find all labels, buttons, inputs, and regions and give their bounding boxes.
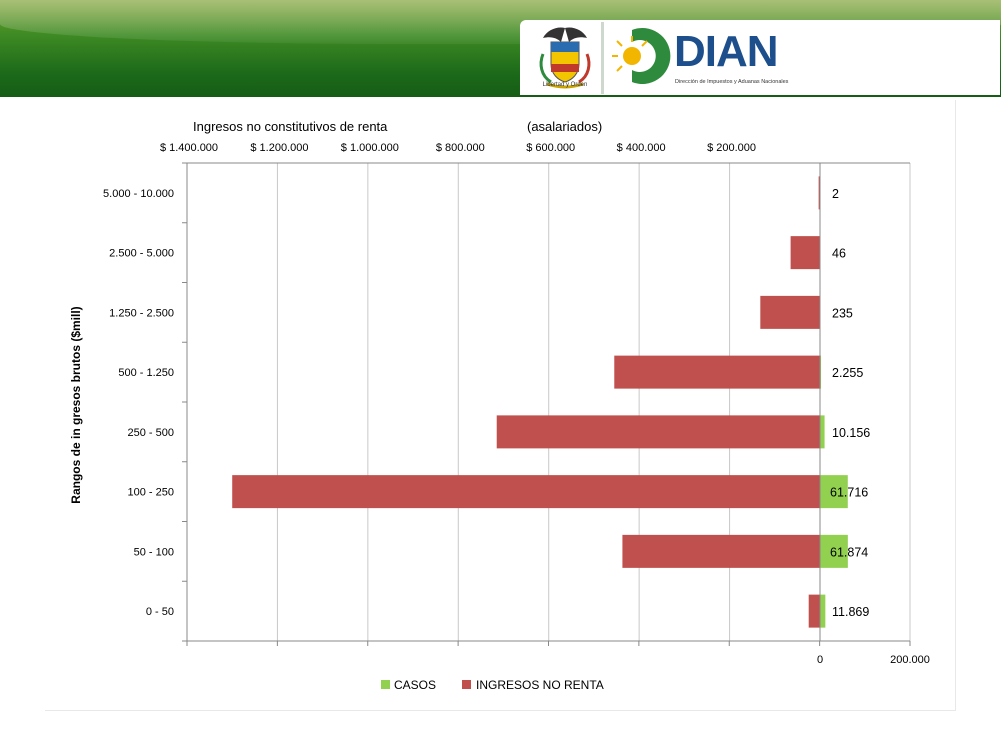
data-label: 2.255 [832, 366, 863, 380]
top-tick-label: $ 1.400.000 [160, 142, 218, 154]
colombia-crest-icon [539, 27, 591, 89]
bottom-tick-label: 200.000 [890, 654, 930, 666]
chart-text: Ingresos no constitutivos de renta (asal… [69, 119, 930, 666]
dian-sun-icon [612, 28, 671, 84]
crest-caption: Libertad y Orden [542, 82, 588, 88]
data-label: 2 [832, 187, 839, 201]
bar-ingresos-no-renta [818, 176, 820, 210]
dian-subtitle: Dirección de Impuestos y Aduanas Naciona… [675, 79, 789, 85]
bar-ingresos-no-renta [232, 475, 820, 509]
category-label: 1.250 - 2.500 [109, 307, 174, 319]
chart-title: Ingresos no constitutivos de renta [193, 119, 388, 134]
category-label: 50 - 100 [134, 546, 174, 558]
bar-casos [820, 355, 822, 389]
bar-casos [820, 475, 848, 509]
axes [182, 162, 911, 646]
dian-brand: DIAN [674, 27, 779, 76]
chart-frame [45, 100, 956, 711]
category-label: 100 - 250 [128, 487, 174, 499]
category-label: 500 - 1.250 [118, 367, 174, 379]
y-axis-label: Rangos de in gresos brutos ($mill) [69, 306, 83, 503]
bar-casos [820, 415, 825, 449]
bar-ingresos-no-renta [614, 355, 820, 389]
top-tick-label: $ 1.000.000 [341, 142, 399, 154]
bar-ingresos-no-renta [808, 594, 820, 628]
bar-casos [820, 594, 826, 628]
category-label: 0 - 50 [146, 606, 174, 618]
logo-panel [520, 20, 1000, 95]
data-label: 235 [832, 306, 853, 320]
data-label: 61.874 [830, 545, 868, 559]
data-label: 11.869 [832, 605, 869, 619]
top-tick-label: $ 600.000 [526, 142, 575, 154]
legend-swatch-ingresos [462, 680, 471, 689]
data-label: 46 [832, 247, 846, 261]
bars [232, 176, 848, 628]
bottom-tick-label: 0 [817, 654, 823, 666]
logo-separator [601, 22, 604, 94]
data-label: 10.156 [832, 426, 870, 440]
bar-ingresos-no-renta [760, 295, 820, 329]
legend: CASOS INGRESOS NO RENTA [381, 678, 604, 692]
bar-ingresos-no-renta [622, 534, 820, 568]
data-label: 61.716 [830, 486, 868, 500]
top-tick-label: $ 800.000 [436, 142, 485, 154]
legend-swatch-casos [381, 680, 390, 689]
top-tick-label: $ 200.000 [707, 142, 756, 154]
top-tick-label: $ 1.200.000 [250, 142, 308, 154]
category-label: 2.500 - 5.000 [109, 248, 174, 260]
legend-label-ingresos: INGRESOS NO RENTA [476, 678, 604, 692]
category-label: 250 - 500 [128, 427, 174, 439]
bar-casos [820, 534, 848, 568]
gridlines [186, 163, 911, 641]
bar-ingresos-no-renta [790, 236, 820, 270]
bar-ingresos-no-renta [496, 415, 820, 449]
legend-label-casos: CASOS [394, 678, 436, 692]
top-tick-label: $ 400.000 [617, 142, 666, 154]
chart-title-suffix: (asalariados) [527, 119, 602, 134]
category-label: 5.000 - 10.000 [103, 188, 174, 200]
